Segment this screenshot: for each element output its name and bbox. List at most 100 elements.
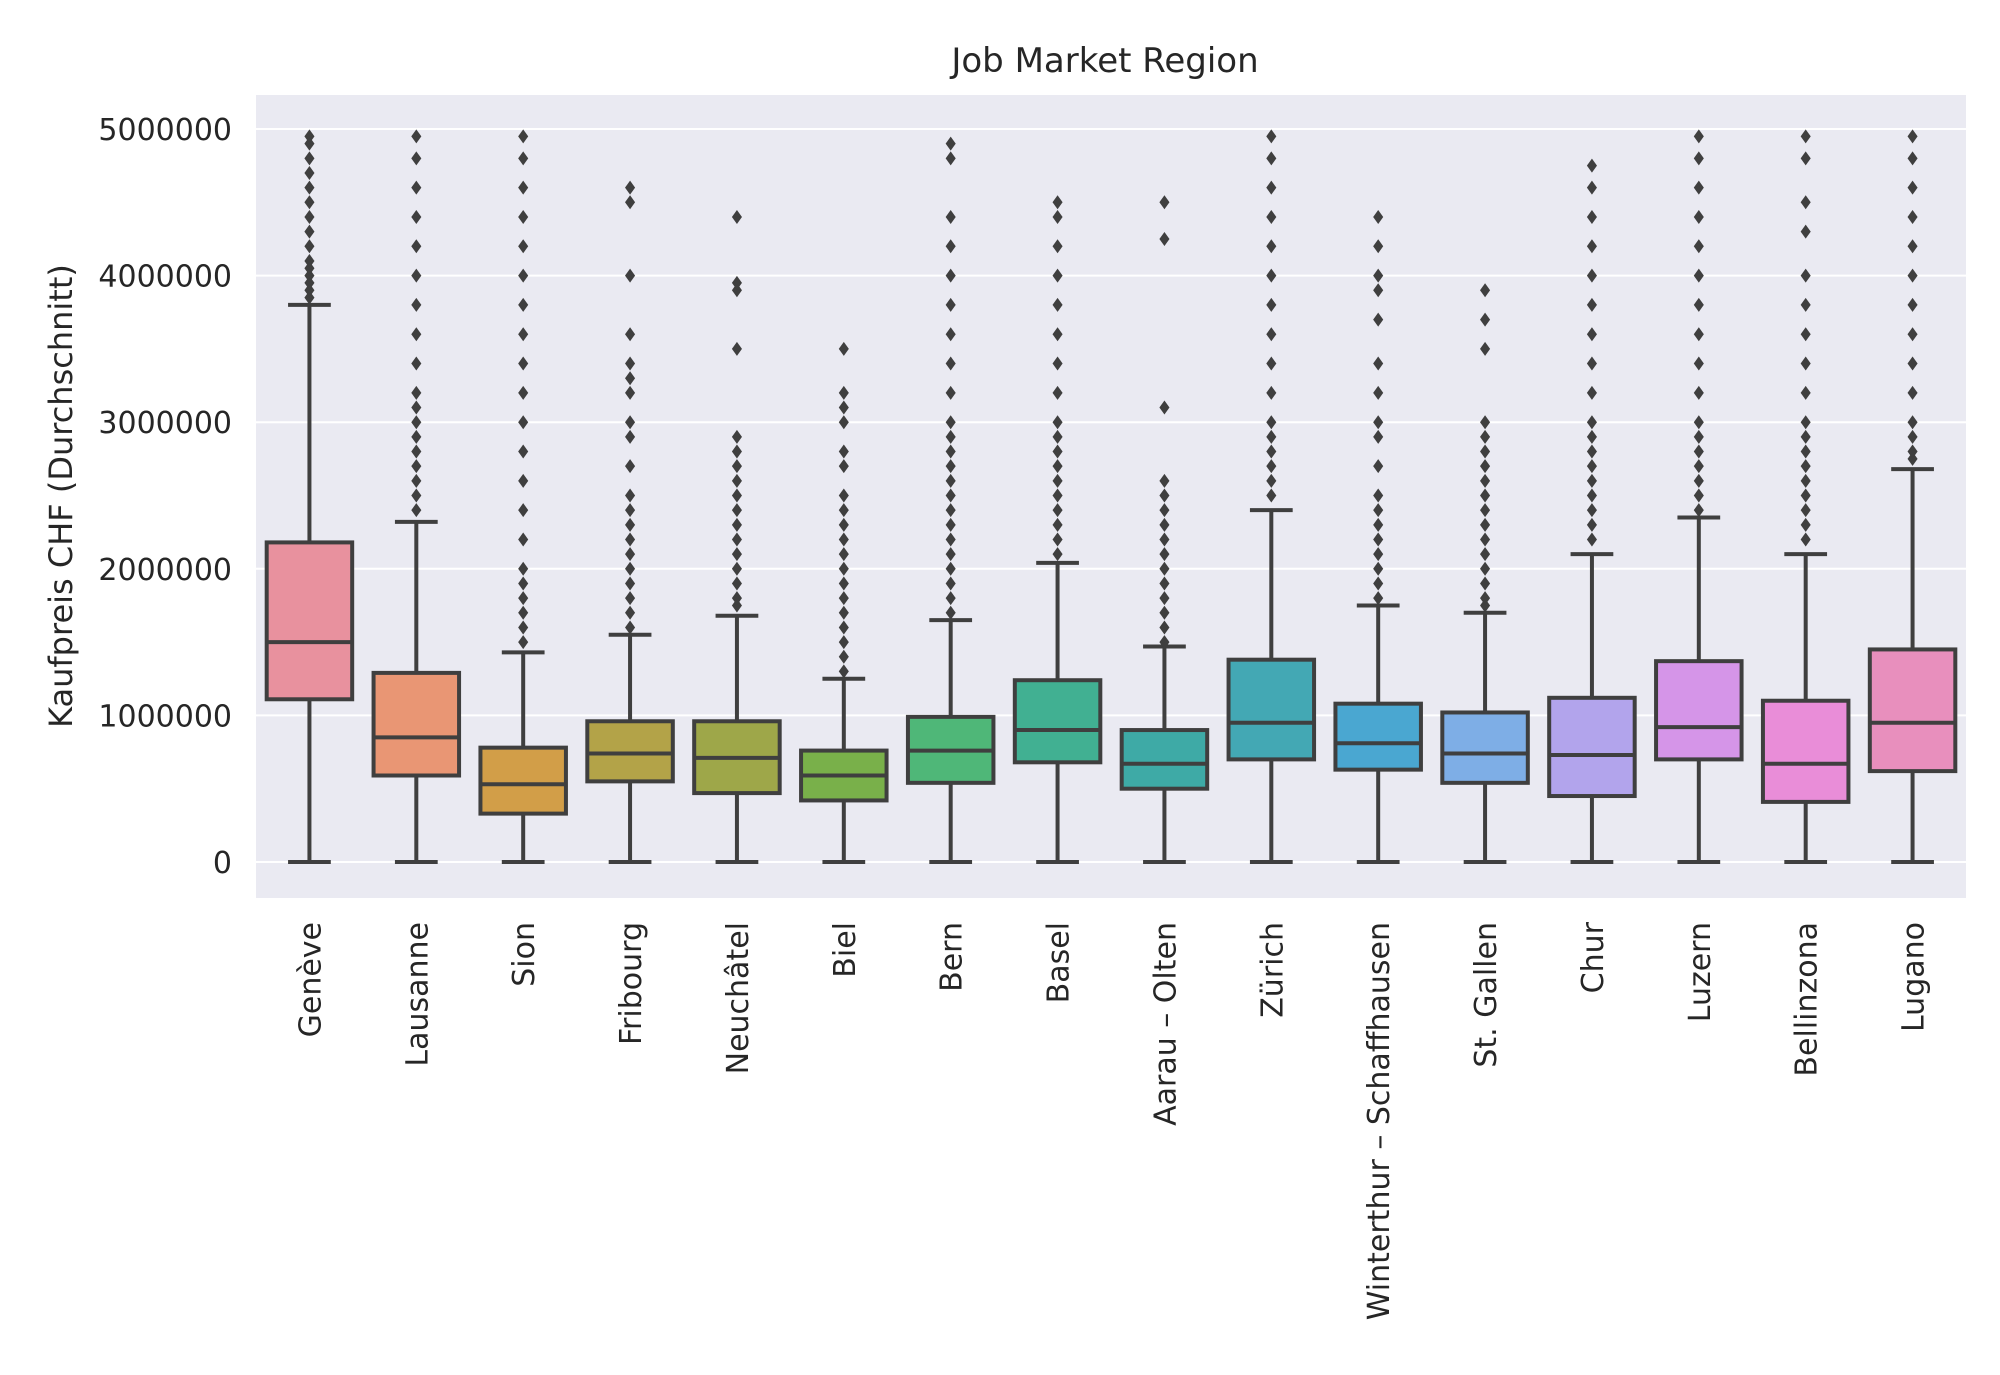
outlier-point bbox=[1586, 429, 1597, 444]
box-iqr bbox=[1012, 678, 1103, 765]
outlier-point bbox=[1373, 239, 1384, 254]
x-tick-label: Biel bbox=[828, 922, 863, 978]
box-series bbox=[264, 129, 1958, 864]
outlier-point bbox=[1052, 268, 1063, 283]
outlier-point bbox=[945, 268, 956, 283]
outlier-point bbox=[304, 209, 315, 224]
outlier-point bbox=[1800, 268, 1811, 283]
x-tick-label: Chur bbox=[1576, 921, 1611, 993]
outlier-point bbox=[1907, 239, 1918, 254]
outlier-point bbox=[518, 209, 529, 224]
outlier-point bbox=[945, 444, 956, 459]
outlier-point bbox=[625, 268, 636, 283]
outlier-point bbox=[1266, 327, 1277, 342]
y-tick-label: 0 bbox=[213, 846, 232, 881]
outlier-point bbox=[1266, 180, 1277, 195]
outlier-point bbox=[1373, 488, 1384, 503]
outlier-point bbox=[731, 503, 742, 518]
outlier-point bbox=[1373, 561, 1384, 576]
outlier-point bbox=[1586, 532, 1597, 547]
outlier-point bbox=[304, 268, 315, 283]
outlier-point bbox=[1907, 209, 1918, 224]
outlier-point bbox=[518, 561, 529, 576]
outlier-point bbox=[1052, 239, 1063, 254]
outlier-point bbox=[731, 473, 742, 488]
outlier-point bbox=[1480, 576, 1491, 591]
x-tick-label: Fribourg bbox=[614, 922, 649, 1045]
chart-title: Job Market Region bbox=[949, 41, 1258, 81]
outlier-point bbox=[1907, 444, 1918, 459]
outlier-point bbox=[411, 239, 422, 254]
outlier-point bbox=[411, 503, 422, 518]
outlier-point bbox=[838, 341, 849, 356]
outlier-point bbox=[1373, 429, 1384, 444]
outlier-point bbox=[838, 400, 849, 415]
outlier-point bbox=[1159, 605, 1170, 620]
outlier-point bbox=[304, 195, 315, 210]
outlier-point bbox=[1693, 327, 1704, 342]
outlier-point bbox=[1266, 415, 1277, 430]
outlier-point bbox=[945, 327, 956, 342]
outlier-point bbox=[945, 151, 956, 166]
outlier-point bbox=[625, 503, 636, 518]
outlier-point bbox=[838, 664, 849, 679]
outlier-point bbox=[518, 576, 529, 591]
outlier-point bbox=[411, 415, 422, 430]
outlier-point bbox=[945, 591, 956, 606]
outlier-point bbox=[1266, 151, 1277, 166]
outlier-point bbox=[518, 129, 529, 144]
outlier-point bbox=[518, 385, 529, 400]
outlier-point bbox=[1052, 297, 1063, 312]
x-tick-labels: Genève Lausanne Sion Fribourg Neuchâtel Biel B… bbox=[293, 921, 1931, 1320]
outlier-point bbox=[1266, 444, 1277, 459]
outlier-point bbox=[625, 385, 636, 400]
outlier-point bbox=[838, 488, 849, 503]
y-tick-label: 5000000 bbox=[98, 113, 232, 148]
outlier-point bbox=[1586, 415, 1597, 430]
outlier-point bbox=[838, 444, 849, 459]
outlier-point bbox=[1693, 415, 1704, 430]
outlier-point bbox=[1693, 268, 1704, 283]
outlier-point bbox=[1373, 283, 1384, 298]
x-tick-label: Basel bbox=[1042, 922, 1077, 1003]
outlier-point bbox=[1159, 620, 1170, 635]
outlier-point bbox=[731, 547, 742, 562]
x-tick-label: Neuchâtel bbox=[721, 922, 756, 1074]
outlier-point bbox=[625, 591, 636, 606]
outlier-point bbox=[625, 576, 636, 591]
x-tick-label: Bellinzona bbox=[1790, 922, 1825, 1077]
outlier-point bbox=[518, 444, 529, 459]
outlier-point bbox=[1800, 415, 1811, 430]
outlier-point bbox=[1480, 473, 1491, 488]
outlier-point bbox=[1373, 532, 1384, 547]
outlier-point bbox=[945, 473, 956, 488]
outlier-point bbox=[1586, 488, 1597, 503]
outlier-point bbox=[304, 275, 315, 290]
outlier-point bbox=[1907, 180, 1918, 195]
outlier-point bbox=[411, 180, 422, 195]
outlier-point bbox=[304, 239, 315, 254]
outlier-point bbox=[1373, 547, 1384, 562]
y-tick-labels: 0 1000000 2000000 3000000 4000000 5000000 bbox=[98, 113, 232, 881]
outlier-point bbox=[838, 415, 849, 430]
outlier-point bbox=[1586, 459, 1597, 474]
outlier-point bbox=[1693, 503, 1704, 518]
outlier-point bbox=[838, 459, 849, 474]
outlier-point bbox=[1693, 444, 1704, 459]
outlier-point bbox=[625, 356, 636, 371]
outlier-point bbox=[518, 635, 529, 650]
outlier-point bbox=[625, 561, 636, 576]
outlier-point bbox=[1480, 561, 1491, 576]
outlier-point bbox=[304, 180, 315, 195]
outlier-point bbox=[1480, 444, 1491, 459]
outlier-point bbox=[1266, 459, 1277, 474]
outlier-point bbox=[731, 517, 742, 532]
outlier-point bbox=[945, 385, 956, 400]
outlier-point bbox=[1266, 209, 1277, 224]
outlier-point bbox=[1586, 503, 1597, 518]
outlier-point bbox=[1052, 473, 1063, 488]
outlier-point bbox=[1693, 459, 1704, 474]
outlier-point bbox=[1159, 488, 1170, 503]
outlier-point bbox=[518, 591, 529, 606]
outlier-point bbox=[1800, 488, 1811, 503]
